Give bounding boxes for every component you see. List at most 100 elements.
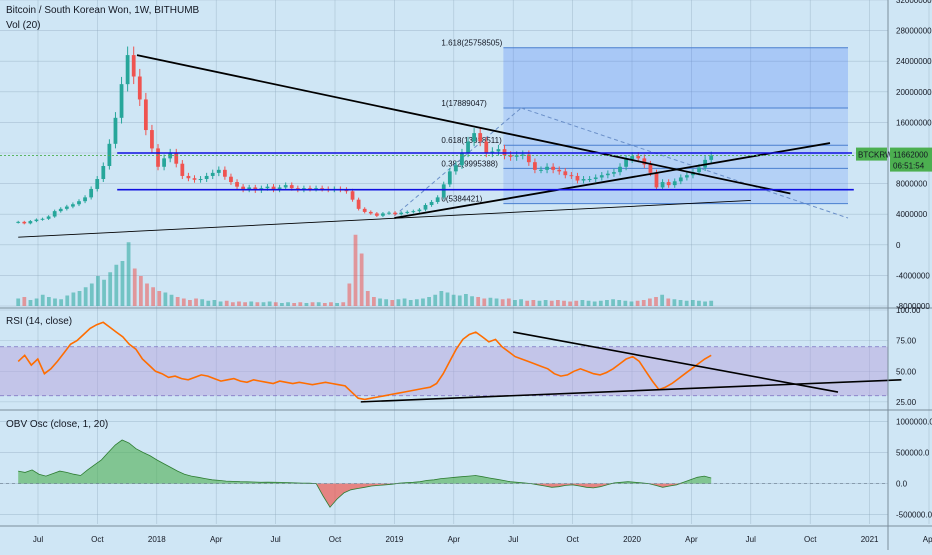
price-tick-4: 16000000 (896, 118, 932, 127)
volume-bar-40 (261, 302, 266, 306)
candle-body-21 (143, 99, 148, 131)
volume-bar-75 (476, 297, 481, 306)
volume-indicator-label[interactable]: Vol (20) (6, 20, 41, 31)
candle-body-62 (393, 212, 397, 215)
candle-body-11 (83, 197, 87, 202)
volume-bar-46 (298, 302, 303, 306)
obv-indicator-label[interactable]: OBV Osc (close, 1, 20) (6, 419, 109, 430)
candle-body-87 (545, 166, 549, 170)
volume-bar-24 (163, 292, 168, 306)
volume-bar-63 (402, 298, 407, 306)
candle-body-61 (387, 212, 391, 214)
candle-body-75 (472, 133, 477, 142)
candle-body-42 (271, 186, 276, 190)
candle-body-5 (46, 216, 51, 219)
time-tick-2: 2018 (148, 535, 166, 544)
price-tick-10: -8000000 (896, 302, 930, 311)
candle-body-108 (672, 181, 677, 186)
volume-bar-52 (335, 303, 339, 306)
candle-body-25 (168, 153, 173, 159)
volume-bar-39 (255, 302, 260, 306)
candle-body-84 (526, 154, 531, 163)
volume-bar-85 (537, 300, 542, 306)
candle-body-60 (381, 213, 385, 216)
candle-body-97 (605, 173, 610, 176)
fib-label-0: 1.618(25758505) (441, 39, 502, 48)
volume-bar-36 (237, 301, 241, 306)
volume-bar-104 (654, 297, 658, 306)
candle-body-8 (64, 206, 69, 209)
candle-body-4 (40, 218, 45, 220)
volume-bar-113 (709, 300, 714, 306)
candle-body-15 (107, 143, 112, 167)
rsi-descending-trendline (513, 331, 839, 393)
rsi-line (17, 321, 712, 401)
price-tick-9: -4000000 (896, 271, 930, 280)
volume-bar-49 (316, 302, 321, 306)
rsi-tick-0: 100.00 (896, 306, 921, 315)
volume-bar-22 (151, 287, 156, 306)
volume-bar-69 (439, 291, 444, 306)
volume-bar-34 (224, 300, 229, 306)
rsi-pane (0, 321, 902, 403)
candle-body-6 (52, 211, 57, 217)
symbol-tag-box (856, 147, 887, 161)
volume-bar-31 (206, 300, 211, 306)
candle-body-66 (417, 209, 422, 212)
time-tick-14: 2021 (861, 535, 879, 544)
price-tick-8: 0 (896, 241, 901, 250)
volume-bar-7 (59, 299, 64, 306)
candle-body-36 (235, 182, 239, 187)
candle-body-69 (435, 197, 440, 202)
volume-bar-89 (562, 300, 566, 306)
price-tick-2: 24000000 (896, 57, 932, 66)
volume-bar-65 (414, 299, 419, 306)
volume-bar-56 (359, 253, 364, 306)
volume-bar-106 (666, 298, 671, 306)
time-tick-7: Apr (448, 535, 461, 544)
candle-body-74 (466, 141, 470, 153)
time-tick-1: Oct (91, 535, 104, 544)
candle-body-50 (320, 188, 325, 190)
volume-bar-77 (488, 297, 493, 306)
long-support-line (18, 199, 751, 238)
volume-bar-57 (365, 291, 370, 306)
candle-body-88 (551, 166, 556, 170)
volume-bar-99 (623, 300, 628, 306)
volume-bar-3 (34, 298, 39, 306)
volume-bar-112 (703, 301, 707, 306)
rsi-indicator-label[interactable]: RSI (14, close) (6, 316, 73, 327)
candle-body-73 (460, 153, 464, 166)
candle-body-56 (356, 199, 361, 209)
candle-body-72 (453, 165, 458, 172)
candle-body-109 (678, 177, 683, 182)
candle-body-35 (229, 176, 233, 183)
candle-body-112 (697, 167, 701, 173)
candle-body-96 (599, 175, 604, 178)
candle-body-30 (198, 179, 203, 181)
volume-bar-4 (40, 294, 45, 306)
fib-extension-fill (503, 47, 848, 108)
obv-positive-area (18, 440, 712, 484)
time-tick-11: Apr (685, 535, 698, 544)
volume-bar-13 (96, 276, 100, 306)
candle-body-1 (22, 221, 27, 224)
volume-bar-5 (46, 297, 51, 306)
time-tick-8: Jul (508, 535, 518, 544)
candle-body-32 (210, 172, 215, 176)
volume-bar-41 (267, 301, 272, 306)
candle-body-79 (496, 149, 501, 152)
candle-body-92 (575, 175, 580, 181)
volume-bar-84 (531, 300, 536, 306)
volume-bar-81 (513, 300, 517, 306)
trend-drawings (0, 54, 888, 238)
volume-bar-101 (635, 300, 640, 306)
volume-bar-105 (660, 294, 665, 306)
volume-bar-92 (580, 300, 585, 306)
volume-bar-62 (396, 299, 401, 306)
candle-body-3 (34, 219, 39, 222)
candle-body-10 (77, 201, 81, 205)
volume-bar-66 (421, 298, 425, 306)
volume-bar-70 (445, 292, 450, 306)
